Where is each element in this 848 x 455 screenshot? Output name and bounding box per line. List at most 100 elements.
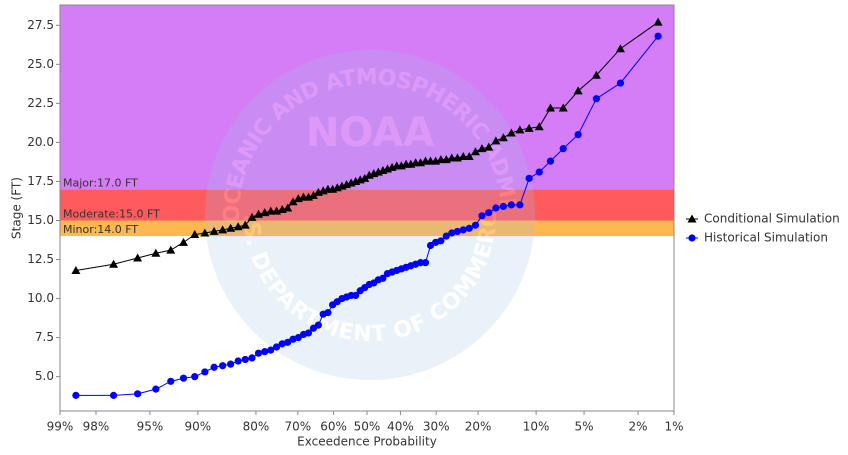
- marker: [524, 123, 534, 132]
- marker: [240, 220, 250, 229]
- marker: [233, 222, 243, 231]
- marker: [71, 265, 81, 274]
- x-tick-label: 50%: [354, 420, 381, 434]
- marker: [152, 385, 160, 393]
- marker: [558, 103, 568, 112]
- marker: [267, 346, 275, 354]
- x-tick-label: 10%: [523, 420, 550, 434]
- marker: [308, 191, 318, 200]
- legend-label: Historical Simulation: [704, 231, 828, 245]
- flood-label: Minor:14.0 FT: [63, 223, 138, 236]
- y-axis-title: Stage (FT): [10, 177, 24, 239]
- marker: [109, 259, 119, 268]
- marker: [72, 391, 80, 399]
- marker: [477, 144, 487, 153]
- marker: [109, 391, 118, 399]
- marker: [254, 349, 263, 357]
- marker: [516, 201, 524, 209]
- marker: [615, 44, 625, 53]
- legend-item: Historical Simulation: [686, 231, 828, 245]
- marker: [352, 291, 360, 300]
- marker: [465, 224, 473, 232]
- y-tick-label: 20.0: [27, 135, 54, 149]
- marker: [442, 232, 450, 240]
- marker: [484, 142, 494, 151]
- marker: [592, 95, 600, 103]
- marker: [200, 228, 210, 237]
- marker: [278, 340, 286, 348]
- marker: [167, 377, 175, 385]
- marker: [546, 157, 555, 165]
- marker: [535, 168, 543, 176]
- marker: [179, 237, 189, 246]
- marker: [241, 355, 249, 364]
- marker: [591, 70, 601, 79]
- x-tick-label: 98%: [83, 420, 110, 434]
- marker: [284, 338, 292, 346]
- x-tick-label: 1%: [664, 420, 683, 434]
- flood-label: Moderate:15.0 FT: [63, 207, 160, 220]
- marker: [379, 274, 387, 282]
- x-tick-label: 30%: [423, 420, 450, 434]
- x-tick-label: 40%: [387, 420, 414, 434]
- marker: [288, 197, 298, 206]
- y-tick-label: 15.0: [27, 213, 54, 227]
- marker: [304, 329, 313, 337]
- marker: [226, 223, 236, 232]
- marker: [653, 17, 663, 26]
- x-tick-label: 90%: [185, 420, 212, 434]
- x-tick-label: 70%: [284, 420, 311, 434]
- marker: [459, 226, 467, 234]
- marker: [506, 128, 516, 137]
- flood-label: Major:17.0 FT: [63, 176, 138, 189]
- y-tick-label: 17.5: [27, 174, 54, 188]
- marker: [134, 390, 142, 398]
- y-tick-label: 10.0: [27, 291, 54, 305]
- marker: [453, 227, 462, 236]
- x-tick-label: 99%: [47, 420, 74, 434]
- flood-band: [60, 189, 674, 221]
- marker: [416, 259, 425, 267]
- x-tick-label: 20%: [465, 420, 492, 434]
- marker: [248, 354, 256, 362]
- marker: [209, 226, 219, 235]
- marker: [470, 147, 480, 156]
- marker: [471, 221, 480, 229]
- marker: [314, 321, 322, 329]
- marker: [133, 253, 143, 262]
- flood-band: [60, 5, 674, 190]
- marker: [360, 173, 370, 182]
- marker: [324, 309, 332, 317]
- watermark-text: NOAA: [306, 110, 434, 156]
- marker: [498, 133, 508, 142]
- marker: [492, 204, 500, 212]
- y-tick-label: 22.5: [27, 96, 54, 110]
- marker: [654, 32, 662, 40]
- y-tick-label: 27.5: [27, 18, 54, 32]
- marker: [525, 174, 533, 182]
- y-tick-label: 25.0: [27, 57, 54, 71]
- legend-item: Conditional Simulation: [686, 212, 840, 226]
- marker: [261, 348, 269, 356]
- marker: [458, 151, 468, 160]
- marker: [219, 362, 227, 370]
- x-tick-label: 60%: [320, 420, 347, 434]
- marker: [210, 363, 218, 371]
- marker: [574, 131, 582, 139]
- x-tick-label: 95%: [137, 420, 164, 434]
- marker: [499, 202, 507, 211]
- x-tick-label: 2%: [629, 420, 648, 434]
- x-tick-label: 80%: [243, 420, 270, 434]
- marker: [272, 343, 281, 351]
- marker: [478, 212, 486, 220]
- marker: [191, 373, 199, 381]
- y-tick-label: 12.5: [27, 252, 54, 266]
- marker: [201, 368, 209, 376]
- watermark-circle: [205, 50, 535, 380]
- marker: [421, 259, 430, 267]
- marker: [218, 225, 228, 234]
- marker: [437, 237, 445, 245]
- marker: [616, 79, 625, 87]
- marker: [507, 201, 515, 209]
